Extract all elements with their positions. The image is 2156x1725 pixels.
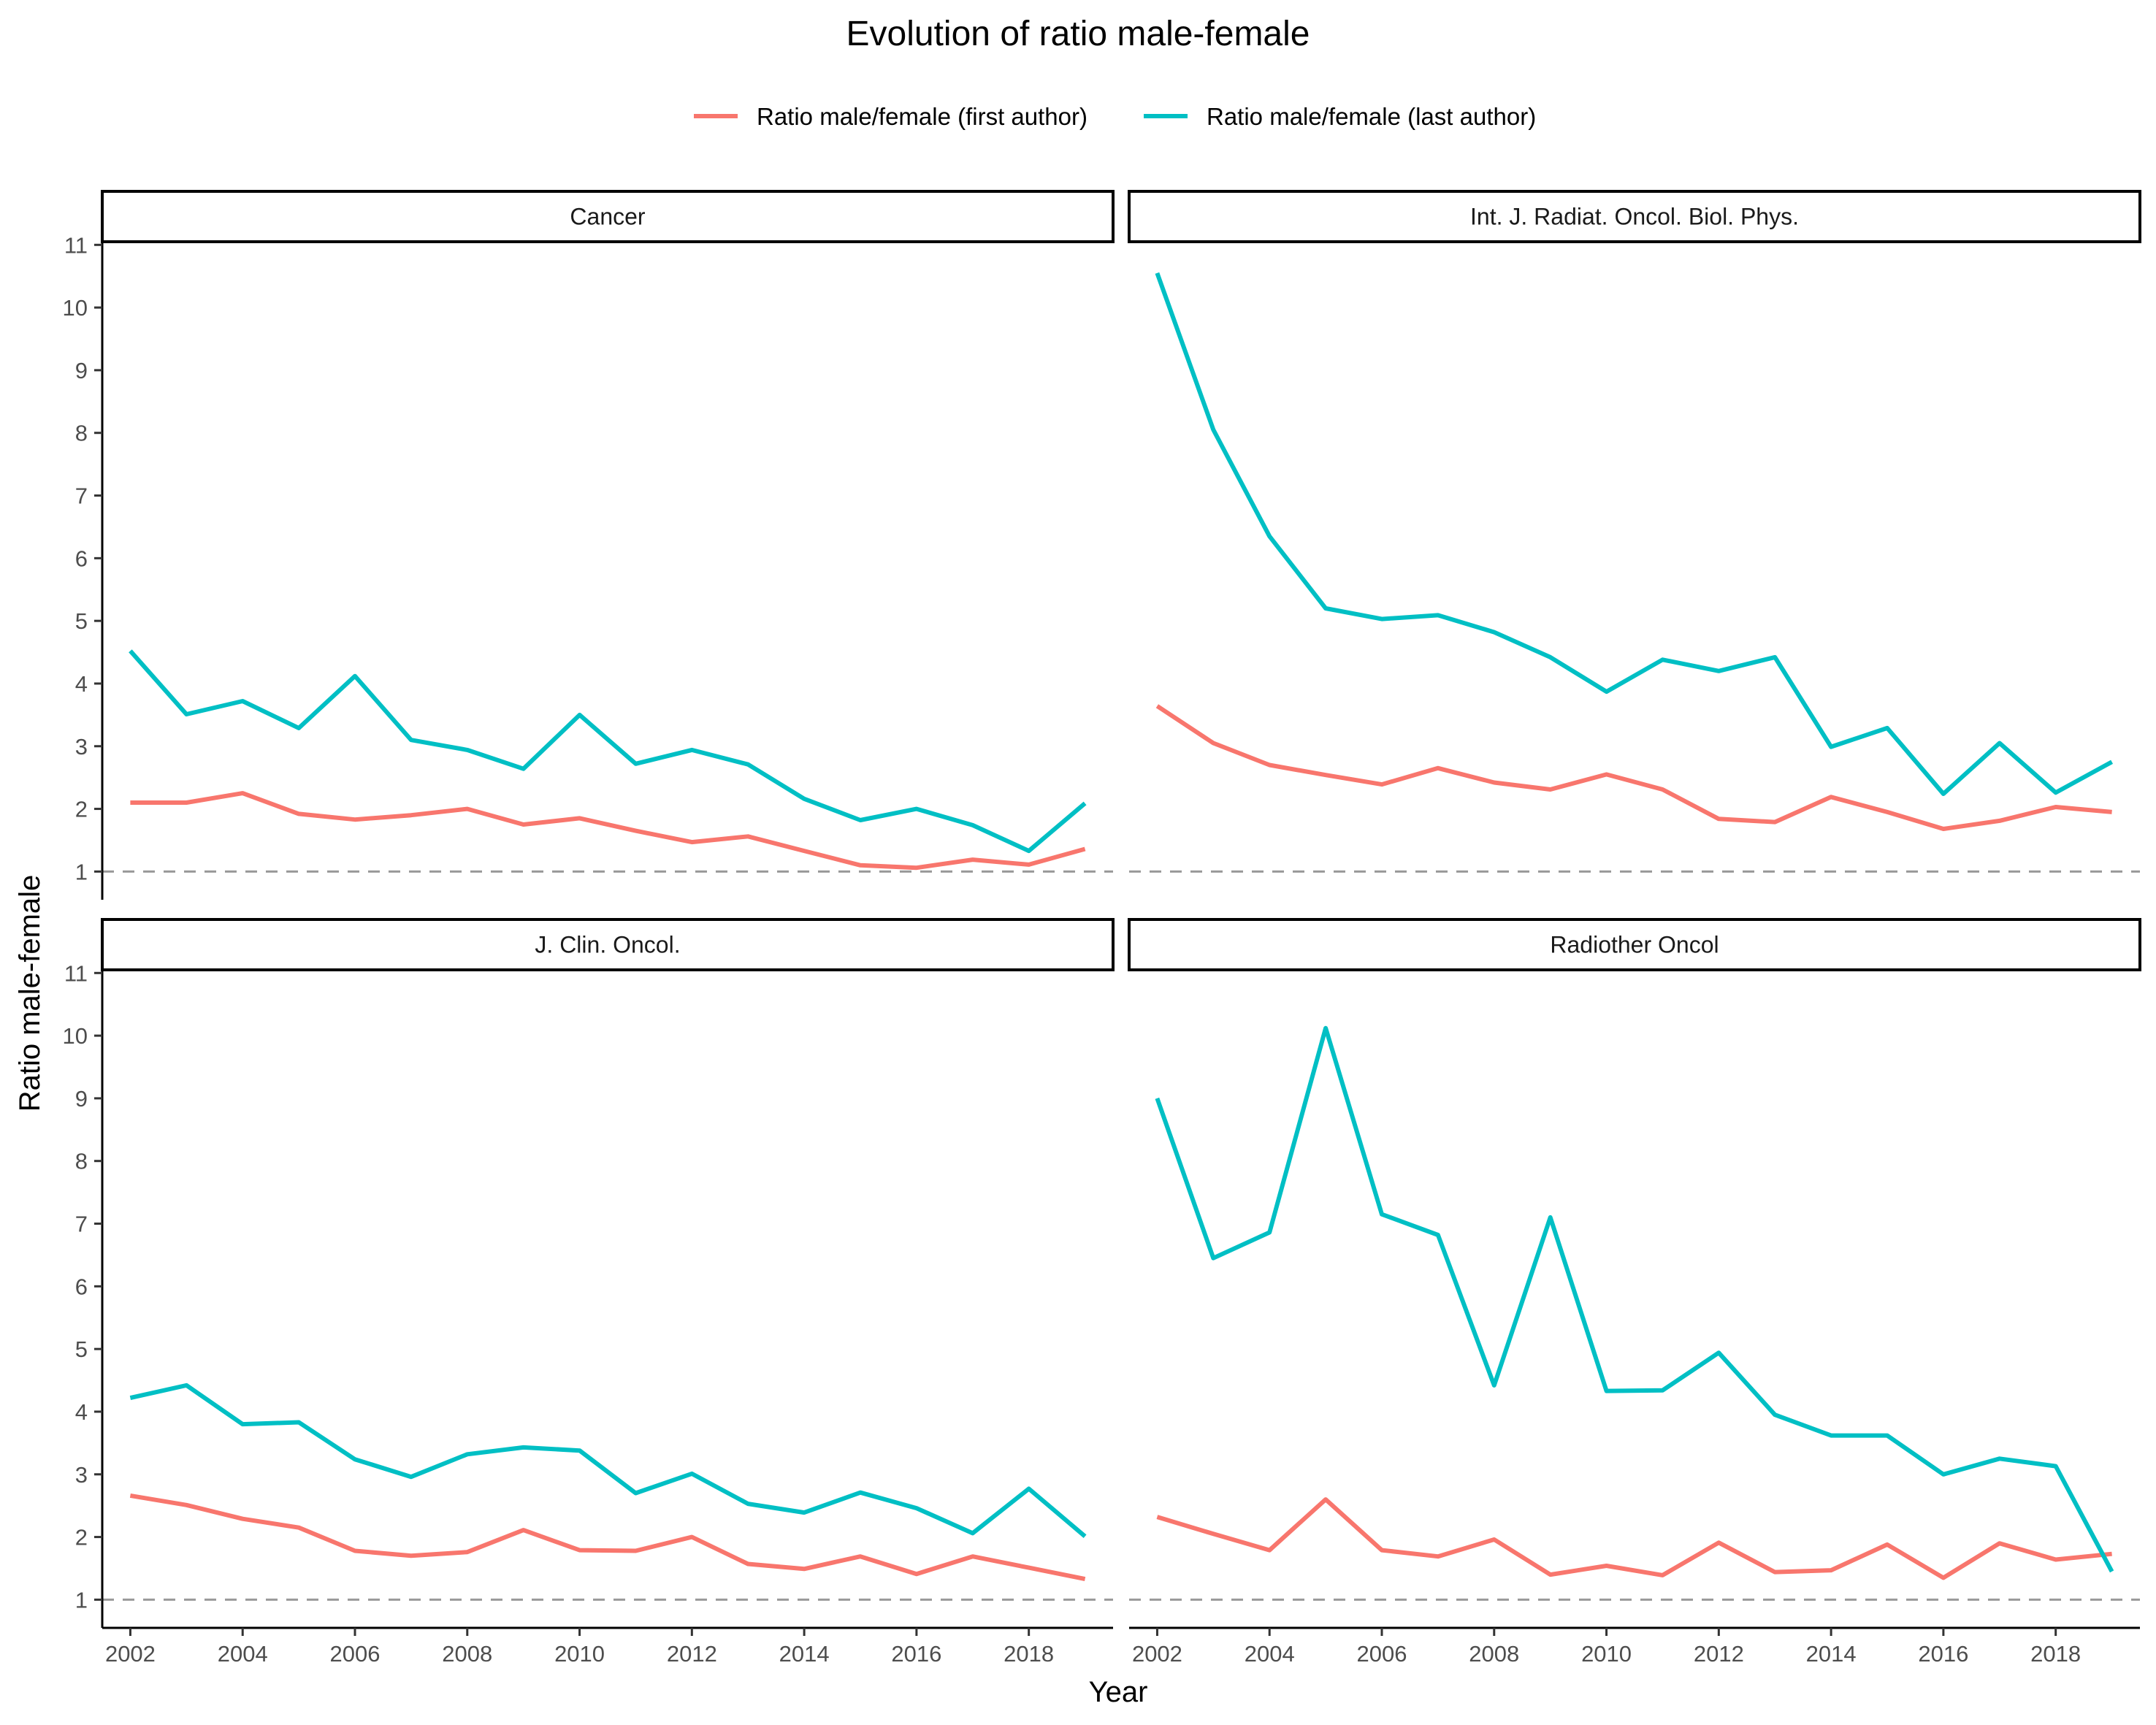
y-tick-label: 5 (75, 608, 88, 634)
panel-3: J. Clin. Oncol. 1 2 3 4 5 6 7 8 9 10 11 2002 2004 2006… (63, 918, 1115, 1667)
y-tick-label: 11 (64, 960, 88, 986)
panel-4: Radiother Oncol 2002 2004 2006 2008 2010 2012 2… (1128, 918, 2141, 1667)
y-tick-label: 6 (75, 546, 88, 571)
series-line-first (129, 1493, 1086, 1582)
facet-strip-label: Int. J. Radiat. Oncol. Biol. Phys. (1470, 204, 1799, 230)
y-tick-label: 3 (75, 1462, 88, 1488)
x-axis-title: Year (1089, 1676, 1148, 1708)
x-tick-label: 2010 (1581, 1641, 1632, 1667)
x-tick-label: 2006 (330, 1641, 381, 1667)
x-tick-label: 2010 (554, 1641, 605, 1667)
facet-strip-label: J. Clin. Oncol. (535, 932, 680, 958)
x-tick-label: 2002 (105, 1641, 156, 1667)
y-tick-label: 1 (75, 859, 88, 884)
panels: Cancer 1 2 3 4 5 6 7 8 9 10 11 Int. J. Radiat. Oncol… (63, 190, 2141, 1667)
y-tick-label: 11 (64, 232, 88, 258)
x-tick-label: 2018 (2030, 1641, 2081, 1667)
y-tick-label: 8 (75, 421, 88, 446)
panel-2: Int. J. Radiat. Oncol. Biol. Phys. (1128, 190, 2141, 873)
y-tick-label: 4 (75, 1399, 88, 1425)
y-tick-label: 6 (75, 1274, 88, 1299)
panel-1: Cancer 1 2 3 4 5 6 7 8 9 10 11 (63, 190, 1115, 900)
chart-title: Evolution of ratio male-female (846, 15, 1310, 53)
y-tick-label: 4 (75, 671, 88, 697)
y-axis-title: Ratio male-female (14, 875, 46, 1112)
legend-label-first: Ratio male/female (first author) (757, 103, 1087, 130)
series-line-last (129, 1382, 1087, 1538)
y-tick-label: 9 (75, 1086, 88, 1112)
y-tick-label: 2 (75, 1525, 88, 1550)
facet-strip (1128, 190, 2141, 243)
y-tick-label: 10 (63, 295, 88, 321)
series-line-first (1155, 704, 2112, 831)
y-tick-label: 8 (75, 1149, 88, 1174)
x-tick-label: 2004 (1245, 1641, 1295, 1667)
y-tick-label: 7 (75, 483, 88, 509)
x-tick-label: 2012 (1694, 1641, 1744, 1667)
x-tick-label: 2018 (1004, 1641, 1054, 1667)
facet-strip (1128, 918, 2141, 971)
facet-strip-label: Radiother Oncol (1550, 932, 1719, 958)
legend-label-last: Ratio male/female (last author) (1207, 103, 1536, 130)
series-line-last (1155, 1025, 2114, 1573)
x-tick-label: 2002 (1132, 1641, 1182, 1667)
legend: Ratio male/female (first author) Ratio m… (694, 103, 1536, 130)
y-tick-label: 10 (63, 1023, 88, 1049)
x-tick-label: 2014 (779, 1641, 830, 1667)
series-line-first (1156, 1497, 2112, 1580)
x-tick-label: 2004 (218, 1641, 268, 1667)
series-line-last (129, 649, 1087, 854)
x-tick-label: 2008 (442, 1641, 492, 1667)
y-tick-label: 1 (75, 1587, 88, 1613)
y-tick-label: 3 (75, 734, 88, 760)
facet-strip-label: Cancer (570, 204, 646, 230)
y-tick-label: 7 (75, 1212, 88, 1237)
x-tick-label: 2016 (1918, 1641, 1968, 1667)
x-tick-label: 2012 (667, 1641, 717, 1667)
x-tick-label: 2014 (1806, 1641, 1857, 1667)
y-tick-label: 2 (75, 797, 88, 822)
x-tick-label: 2006 (1357, 1641, 1407, 1667)
facet-strip (101, 190, 1115, 243)
series-line-last (1155, 272, 2114, 796)
series-line-first (130, 791, 1086, 871)
facet-strip (101, 918, 1115, 971)
y-tick-label: 5 (75, 1336, 88, 1362)
x-tick-label: 2008 (1469, 1641, 1519, 1667)
y-tick-label: 9 (75, 358, 88, 383)
x-tick-label: 2016 (891, 1641, 941, 1667)
